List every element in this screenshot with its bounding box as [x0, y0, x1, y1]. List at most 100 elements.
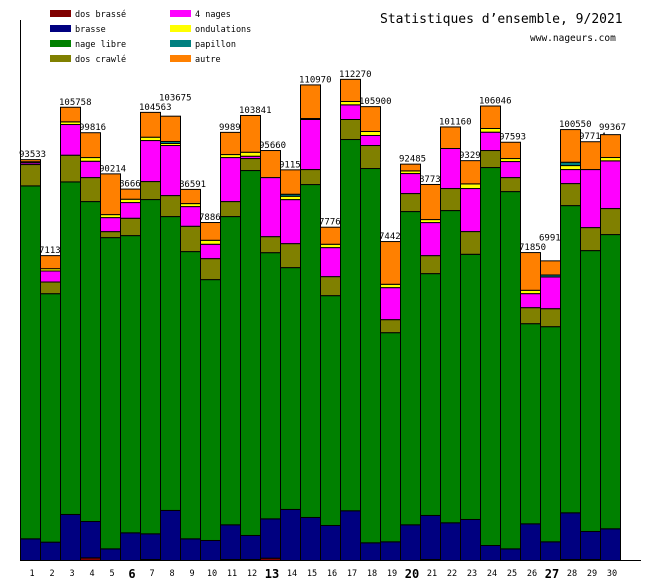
bar-segment-ondulations-day-24 — [480, 128, 501, 133]
bar-segment-autre-day-17 — [340, 78, 361, 102]
bar-segment-brasse-day-4 — [80, 521, 101, 559]
bar-segment-nage-libre-day-13 — [260, 252, 281, 520]
bar-segment-brasse-day-2 — [40, 541, 61, 562]
bar-segment-dos-crawle-day-26 — [520, 307, 541, 325]
legend-swatch — [170, 25, 191, 32]
bar-segment-dos-crawle-day-14 — [280, 243, 301, 269]
bar-segment-4-nages-day-28 — [560, 169, 581, 185]
bar-segment-dos-crawle-day-25 — [500, 177, 521, 193]
bar-segment-nage-libre-day-15 — [300, 184, 321, 518]
x-tick-label: 12 — [247, 569, 257, 579]
value-label: 78864 — [199, 213, 226, 223]
bar-segment-ondulations-day-10 — [200, 239, 221, 245]
x-tick-label: 25 — [507, 569, 517, 579]
bar-segment-4-nages-day-30 — [600, 160, 621, 210]
bar-segment-autre-day-20 — [400, 163, 421, 172]
bar-segment-4-nages-day-27 — [540, 276, 561, 310]
bar-segment-dos-crawle-day-18 — [360, 145, 381, 170]
value-label: 105900 — [359, 97, 392, 107]
bar-segment-nage-libre-day-19 — [380, 332, 401, 543]
bar-segment-dos-crawle-day-6 — [120, 217, 141, 237]
value-labels: 9353371138105758998169021486660104563103… — [19, 70, 626, 256]
bar-segment-brasse-day-16 — [320, 524, 341, 562]
bar-segment-nage-libre-day-18 — [360, 168, 381, 544]
bar-segment-dos-crawle-day-11 — [220, 201, 241, 218]
bar-segment-autre-day-9 — [180, 188, 201, 205]
bar-segment-ondulations-day-26 — [520, 289, 541, 295]
bar-segment-4-nages-day-25 — [500, 161, 521, 179]
legend-label: ondulations — [195, 25, 251, 35]
bar-segment-autre-day-5 — [100, 173, 121, 216]
value-label: 93533 — [19, 150, 46, 160]
bar-segment-autre-day-13 — [260, 150, 281, 179]
bar-segment-4-nages-day-10 — [200, 243, 221, 260]
x-tick-label: 24 — [487, 569, 497, 579]
bar-segment-4-nages-day-19 — [380, 287, 401, 321]
legend-label: dos crawlé — [75, 54, 126, 65]
bar-segment-nage-libre-day-1 — [20, 185, 41, 540]
bar-segment-nage-libre-day-3 — [60, 181, 81, 515]
bar-segment-4-nages-day-18 — [360, 134, 381, 147]
bar-segment-autre-day-14 — [280, 169, 301, 195]
bar-segment-brasse-day-28 — [560, 512, 581, 561]
bar-segment-ondulations-day-30 — [600, 157, 621, 162]
bar-segment-dos-crawle-day-12 — [240, 158, 261, 172]
bar-segment-brasse-day-19 — [380, 541, 401, 561]
bar-segment-autre-day-23 — [460, 160, 481, 185]
bar-segment-autre-day-1 — [20, 159, 41, 163]
bar-segment-4-nages-day-2 — [40, 270, 61, 283]
bar-segment-nage-libre-day-9 — [180, 251, 201, 540]
bar-segment-brasse-day-15 — [300, 516, 321, 562]
bar-segment-dos-crawle-day-15 — [300, 169, 321, 186]
bar-segment-autre-day-18 — [360, 106, 381, 133]
bar-segment-dos-crawle-day-30 — [600, 208, 621, 236]
bar-segment-autre-day-8 — [160, 115, 181, 142]
bar-segment-4-nages-day-21 — [420, 222, 441, 257]
bar-segment-autre-day-26 — [520, 252, 541, 291]
value-label: 90214 — [99, 164, 126, 174]
bar-segment-autre-day-7 — [140, 111, 161, 138]
bar-segment-ondulations-day-23 — [460, 183, 481, 190]
bar-segment-nage-libre-day-6 — [120, 235, 141, 534]
bar-segment-brasse-day-8 — [160, 509, 181, 562]
legend-swatch — [170, 55, 191, 62]
bar-segment-4-nages-day-17 — [340, 104, 361, 120]
bar-segment-4-nages-day-9 — [180, 206, 201, 227]
x-tick-label: 14 — [287, 569, 297, 579]
x-tick-label: 16 — [327, 569, 337, 579]
bar-segment-nage-libre-day-10 — [200, 279, 221, 541]
bar-segment-nage-libre-day-17 — [340, 139, 361, 512]
value-label: 103841 — [239, 106, 272, 116]
value-label: 103675 — [159, 94, 192, 104]
bar-segment-dos-crawle-day-28 — [560, 183, 581, 207]
x-tick-label: 27 — [545, 567, 559, 580]
bar-segment-brasse-day-17 — [340, 510, 361, 561]
bar-segment-autre-day-3 — [60, 106, 81, 123]
x-tick-label: 2 — [49, 569, 54, 579]
bar-segment-brasse-day-12 — [240, 534, 261, 561]
x-tick-label: 3 — [69, 569, 74, 579]
bar-segment-4-nages-day-5 — [100, 217, 121, 233]
value-label: 93297 — [459, 151, 486, 161]
bar-segment-brasse-day-22 — [440, 522, 461, 561]
bar-segment-dos-crawle-day-1 — [20, 164, 41, 187]
x-tick-label: 13 — [265, 567, 279, 580]
bar-segment-autre-day-28 — [560, 129, 581, 163]
value-label: 92485 — [399, 155, 426, 165]
x-tick-label: 17 — [347, 569, 357, 579]
bar-segment-autre-day-19 — [380, 241, 401, 285]
bar-segment-autre-day-29 — [580, 141, 601, 171]
legend-swatch — [50, 40, 71, 47]
value-label: 97714 — [579, 132, 606, 142]
bar-segment-dos-crawle-day-10 — [200, 258, 221, 281]
x-tick-label: 11 — [227, 569, 237, 579]
value-label: 97593 — [499, 133, 526, 143]
bar-segment-nage-libre-day-4 — [80, 201, 101, 522]
bar-segment-autre-day-2 — [40, 255, 61, 270]
legend-label: brasse — [75, 25, 106, 35]
bar-segment-nage-libre-day-29 — [580, 250, 601, 532]
x-tick-label: 20 — [405, 567, 419, 580]
bar-segment-ondulations-day-4 — [80, 157, 101, 162]
bar-segment-ondulations-day-6 — [120, 198, 141, 204]
bar-segment-4-nages-day-7 — [140, 140, 161, 183]
